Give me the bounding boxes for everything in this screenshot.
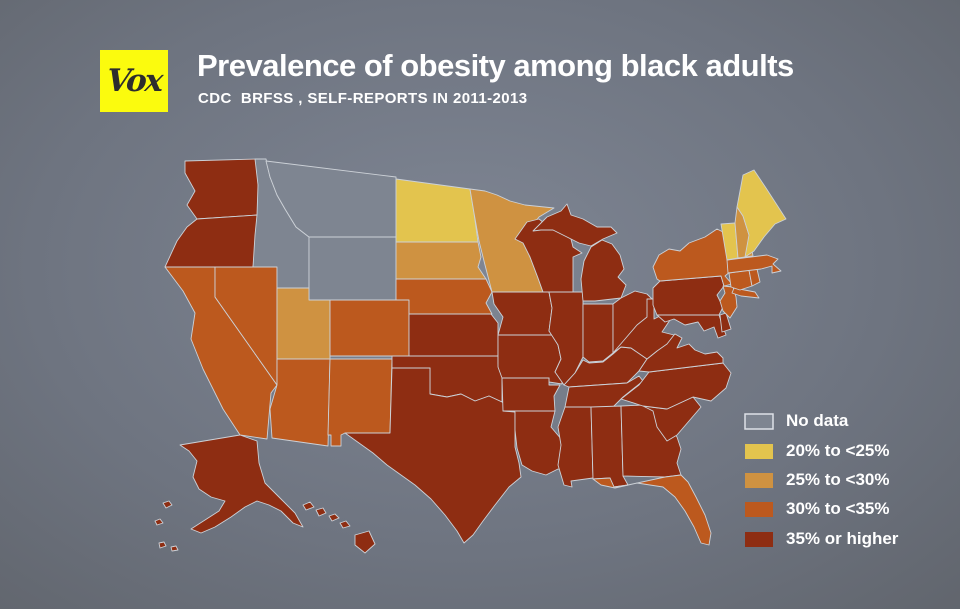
legend-swatch-30-35 bbox=[745, 501, 773, 517]
state-ia bbox=[491, 291, 554, 336]
legend-item-no-data: No data bbox=[744, 411, 849, 430]
state-ma bbox=[726, 254, 782, 274]
state-ct bbox=[728, 269, 753, 291]
state-fl bbox=[592, 474, 712, 546]
legend-label: 35% or higher bbox=[786, 529, 899, 548]
state-co bbox=[329, 299, 410, 357]
state-ar bbox=[501, 377, 561, 412]
legend-item-20-25: 20% to <25% bbox=[744, 441, 890, 460]
legend-item-35-higher: 35% or higher bbox=[744, 529, 899, 548]
state-pa bbox=[652, 275, 725, 316]
legend-label: 30% to <35% bbox=[786, 499, 890, 518]
state-az bbox=[269, 358, 331, 447]
legend-swatch-35-higher bbox=[745, 531, 773, 547]
page-title: Prevalence of obesity among black adults bbox=[197, 48, 794, 83]
state-hi bbox=[302, 501, 376, 554]
state-tx bbox=[344, 367, 522, 544]
legend-item-25-30: 25% to <30% bbox=[744, 470, 890, 489]
legend-item-30-35: 30% to <35% bbox=[744, 499, 890, 518]
state-ks bbox=[408, 313, 499, 357]
vox-logo-text: Vox bbox=[105, 63, 163, 99]
states-group bbox=[154, 158, 787, 554]
legend-swatch-25-30 bbox=[745, 472, 773, 488]
state-wa bbox=[184, 158, 259, 220]
vox-logo: Vox bbox=[100, 50, 168, 112]
state-me bbox=[736, 169, 787, 258]
state-nd bbox=[395, 178, 479, 243]
state-ms bbox=[557, 406, 594, 488]
state-mo bbox=[497, 334, 563, 385]
legend-label: 20% to <25% bbox=[786, 441, 890, 460]
legend-label: No data bbox=[786, 411, 849, 430]
state-wy bbox=[308, 236, 397, 301]
state-nc bbox=[620, 362, 732, 410]
state-or bbox=[164, 214, 261, 268]
legend-label: 25% to <30% bbox=[786, 470, 890, 489]
state-ak bbox=[154, 434, 304, 552]
us-choropleth-map bbox=[154, 158, 787, 554]
legend-swatch-20-25 bbox=[745, 443, 773, 459]
state-sd bbox=[395, 241, 487, 280]
state-ne bbox=[395, 278, 493, 315]
chart-source-subtitle: CDC BRFSS , SELF-REPORTS IN 2011-2013 bbox=[198, 90, 528, 107]
state-de bbox=[719, 312, 732, 333]
legend-swatch-no-data bbox=[744, 412, 774, 430]
state-in bbox=[582, 303, 614, 363]
